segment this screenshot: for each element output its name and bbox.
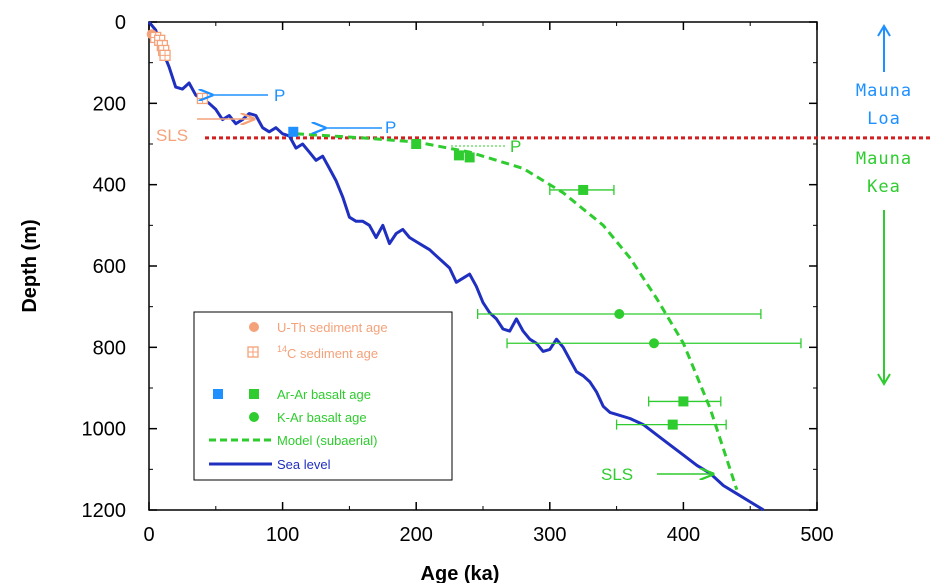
legend-14c-sup: 14: [277, 344, 287, 354]
annotation-p-1: P: [274, 86, 285, 105]
gridsquare-point: [196, 92, 209, 105]
annotation-sls-1: SLS: [156, 126, 188, 145]
square-point: [464, 152, 475, 163]
legend-box: [193, 311, 453, 481]
markers-layer: [146, 29, 802, 430]
legend-14c-label: 14C sediment age: [277, 344, 378, 361]
axis-ticks: [148, 21, 818, 511]
square-point: [411, 139, 422, 149]
x-tick-label: 300: [533, 524, 566, 546]
annotation-p-3: P: [510, 137, 521, 156]
y-tick-label: 1200: [82, 500, 127, 522]
up-arrow-icon: [877, 24, 891, 37]
y-tick-label: 0: [115, 12, 126, 34]
x-tick-label: 500: [800, 524, 833, 546]
x-tick-label: 100: [266, 524, 299, 546]
y-tick-label: 600: [93, 256, 126, 278]
legend-14c-rest: C sediment age: [287, 346, 378, 361]
x-axis-label: Age (ka): [421, 563, 500, 583]
legend: U-Th sediment age 14C sediment age Ar-Ar…: [193, 311, 453, 481]
legend-kar-label: K-Ar basalt age: [277, 410, 367, 425]
y-tick-labels: 0 200 400 600 800 1000 1200: [82, 12, 127, 522]
y-tick-label: 1000: [82, 419, 127, 441]
sea-level-line: [147, 21, 765, 512]
square-point: [678, 396, 689, 407]
square-point: [288, 126, 299, 137]
y-axis-label: Depth (m): [19, 219, 41, 312]
model-subaerial-line: [295, 132, 739, 491]
square-point: [453, 150, 464, 161]
x-tick-label: 200: [400, 524, 433, 546]
gridsquare-point: [159, 49, 171, 61]
x-tick-label: 0: [143, 524, 154, 546]
circle-point: [649, 338, 660, 349]
mauna-loa-label-2: Loa: [867, 109, 901, 129]
x-tick-labels: 0 100 200 300 400 500: [143, 524, 833, 546]
square-point: [578, 184, 589, 195]
legend-arar-label: Ar-Ar basalt age: [277, 387, 371, 402]
series-layer: [147, 21, 765, 512]
legend-uth-label: U-Th sediment age: [277, 320, 388, 335]
legend-14c-symbol: [247, 346, 259, 358]
down-arrow-icon: [877, 373, 891, 386]
mauna-loa-label-1: Mauna: [856, 81, 912, 101]
mauna-kea-label-2: Kea: [867, 177, 901, 197]
legend-model-label: Model (subaerial): [277, 433, 377, 448]
legend-arar-green-symbol: [249, 389, 259, 399]
y-tick-label: 400: [93, 175, 126, 197]
y-tick-label: 800: [93, 337, 126, 359]
annotation-sls-2: SLS: [601, 465, 633, 484]
circle-point: [614, 308, 625, 319]
legend-arar-blue-symbol: [213, 389, 223, 399]
annotation-p-2: P: [385, 118, 396, 137]
square-point: [667, 419, 678, 430]
legend-kar-symbol: [249, 412, 259, 422]
legend-sealevel-label: Sea level: [277, 457, 331, 472]
legend-uth-symbol: [249, 322, 259, 332]
y-tick-label: 200: [93, 93, 126, 115]
x-tick-label: 400: [667, 524, 700, 546]
mauna-kea-label-1: Mauna: [856, 149, 912, 169]
